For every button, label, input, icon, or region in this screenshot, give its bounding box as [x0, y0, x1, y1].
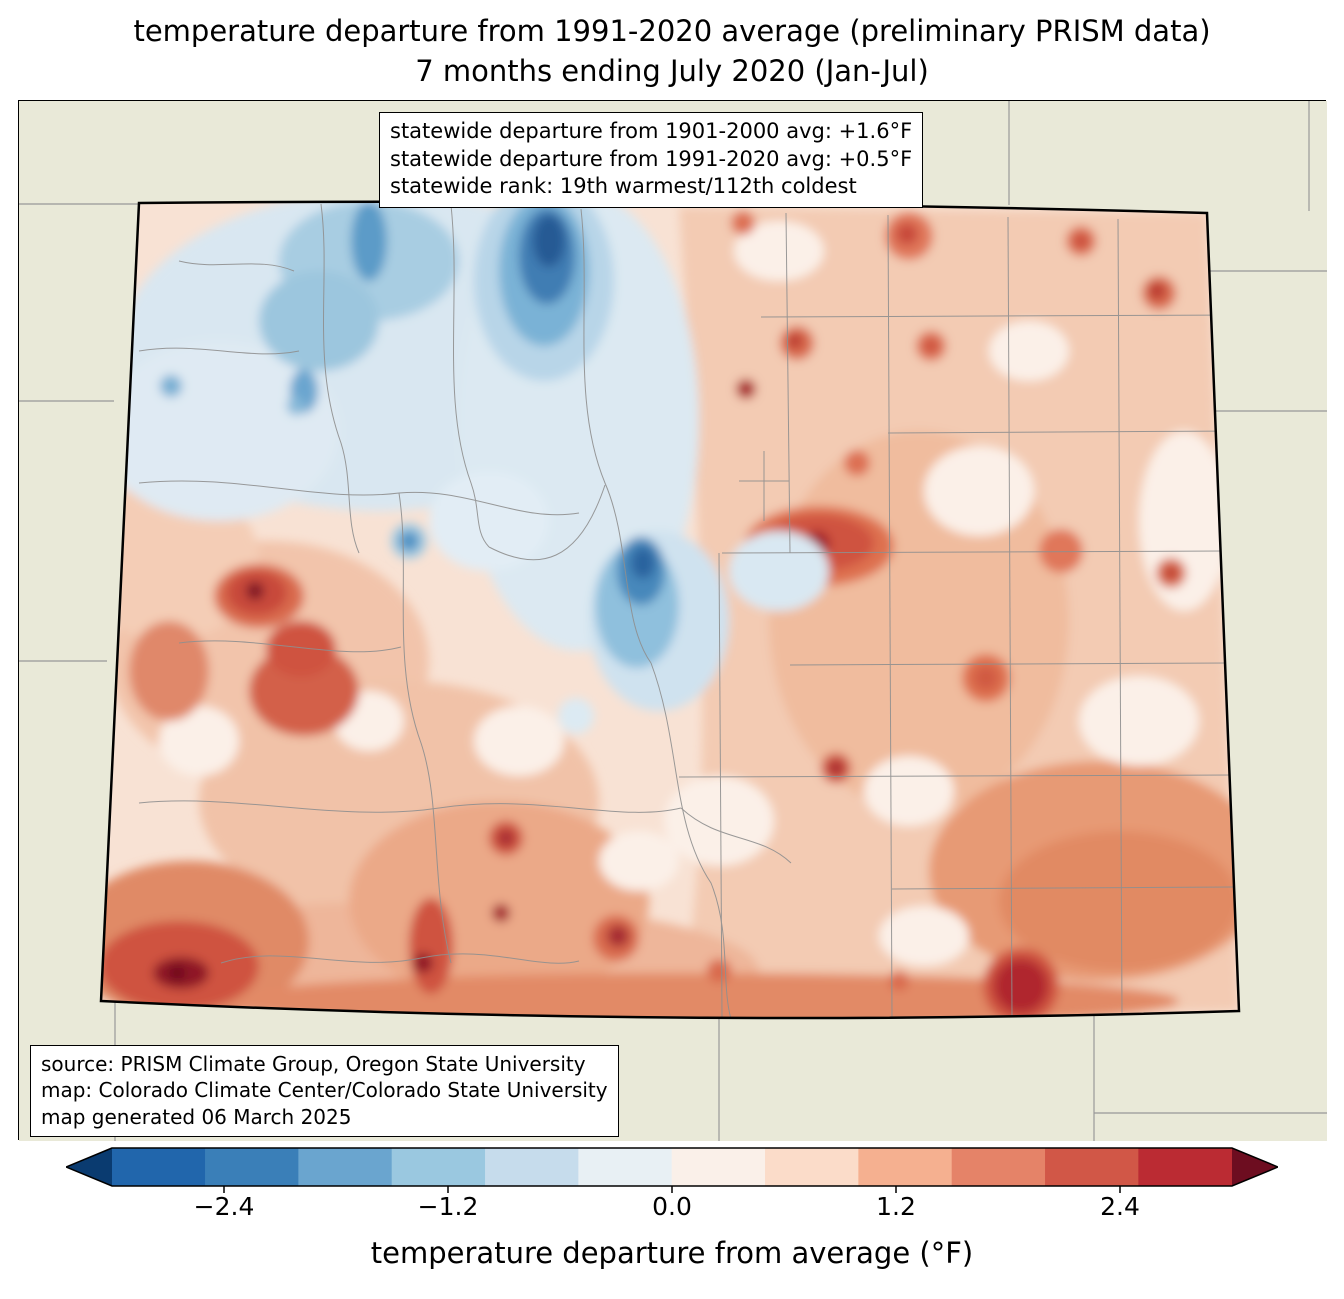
colorbar-right-arrow [1232, 1148, 1278, 1186]
colorbar-left-arrow [66, 1148, 112, 1186]
source-line: source: PRISM Climate Group, Oregon Stat… [41, 1052, 586, 1076]
colorbar-tick-label: 0.0 [652, 1192, 692, 1221]
stats-line-1991-2020: statewide departure from 1991-2020 avg: … [390, 146, 913, 171]
source-attribution-box: source: PRISM Climate Group, Oregon Stat… [30, 1045, 619, 1138]
map-credit-line: map: Colorado Climate Center/Colorado St… [41, 1078, 608, 1103]
map-frame: statewide departure from 1901-2000 avg: … [18, 100, 1327, 1141]
colorbar-outline [66, 1147, 1278, 1187]
colorbar-tick-label: −1.2 [417, 1192, 479, 1221]
generated-date-line: map generated 06 March 2025 [41, 1104, 352, 1129]
colorbar-tick-label: 1.2 [876, 1192, 916, 1221]
map-title-line1: temperature departure from 1991-2020 ave… [133, 14, 1211, 48]
temperature-anomaly-field [101, 201, 1239, 1019]
stats-line-1901-2000: statewide departure from 1901-2000 avg: … [390, 119, 913, 143]
colorbar [66, 1147, 1278, 1193]
stats-line-rank: statewide rank: 19th warmest/112th colde… [390, 174, 857, 199]
colorado-map [19, 101, 1327, 1141]
statewide-stats-box: statewide departure from 1901-2000 avg: … [379, 112, 924, 209]
neighbor-state-lines [19, 101, 1327, 1141]
colorbar-axis-label: temperature departure from average (°F) [370, 1236, 974, 1270]
colorbar-ticks [223, 1186, 1121, 1193]
colorbar-tick-label: 2.4 [1100, 1192, 1140, 1221]
map-title-line2: 7 months ending July 2020 (Jan-Jul) [415, 54, 929, 88]
colorbar-segments [111, 1148, 1233, 1186]
county-lines [138, 203, 1239, 1019]
colorbar-tick-label: −2.4 [193, 1192, 255, 1221]
